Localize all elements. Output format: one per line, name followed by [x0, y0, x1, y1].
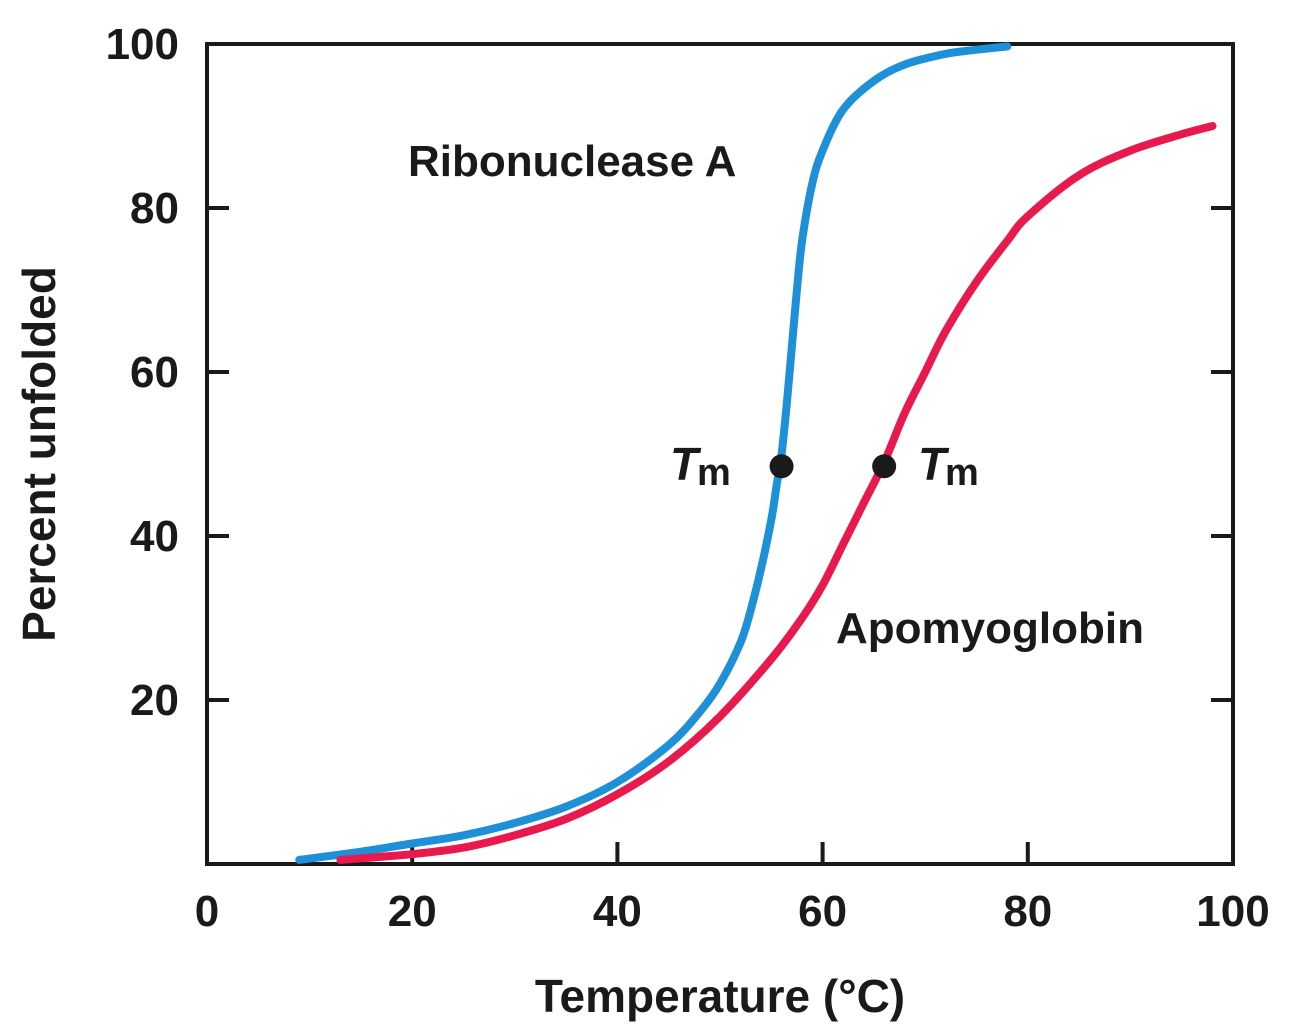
y-tick-label: 40 — [130, 512, 179, 561]
tm-label-apomyoglobin: T m — [918, 438, 979, 494]
axis-ticks — [207, 206, 1233, 864]
series-line-ribonuclease — [295, 42, 1012, 864]
tm-point-ribonuclease — [769, 454, 794, 479]
y-axis-title: Percent unfolded — [13, 266, 65, 642]
tm-label-ribonuclease-sub: m — [697, 452, 731, 494]
tm-label-apomyoglobin-T: T — [918, 438, 950, 490]
x-tick-label: 0 — [195, 887, 219, 936]
series-label-apomyoglobin: Apomyoglobin — [836, 604, 1144, 653]
y-tick-label: 20 — [130, 676, 179, 725]
tm-label-ribonuclease-T: T — [670, 438, 702, 490]
x-tick-label: 20 — [388, 887, 437, 936]
tm-point-apomyoglobin — [872, 454, 897, 479]
series-label-ribonuclease: Ribonuclease A — [408, 137, 736, 186]
tm-label-ribonuclease: T m — [670, 438, 731, 494]
series-line-apomyoglobin — [336, 122, 1217, 864]
y-tick-label: 80 — [130, 184, 179, 233]
x-tick-label: 60 — [798, 887, 847, 936]
x-tick-label: 40 — [593, 887, 642, 936]
series-lines — [295, 42, 1217, 864]
plot-frame — [205, 42, 1235, 866]
x-tick-label: 100 — [1196, 887, 1269, 936]
x-axis-title: Temperature (°C) — [535, 970, 905, 1022]
tm-markers — [769, 454, 897, 479]
tm-label-apomyoglobin-sub: m — [945, 452, 979, 494]
y-tick-label: 100 — [106, 20, 179, 69]
y-tick-label: 60 — [130, 348, 179, 397]
x-tick-label: 80 — [1003, 887, 1052, 936]
tick-labels: 0 20 40 60 80 100 20 40 60 80 100 — [106, 20, 1270, 936]
